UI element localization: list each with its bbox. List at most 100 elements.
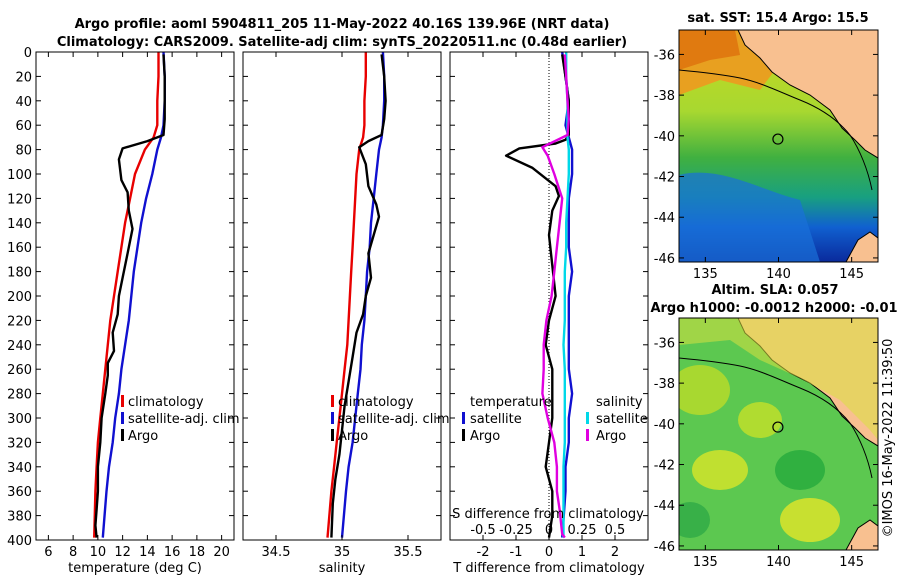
diff-legend-sal-argo-swatch: [586, 429, 589, 441]
sla-low-2: [679, 502, 710, 538]
sla-high-2: [738, 402, 782, 438]
sla-map-title-2: Argo h1000: -0.0012 h2000: -0.01: [650, 301, 897, 316]
diff-legend-sal-satellite-swatch: [586, 412, 589, 424]
diff-legend-salinity: salinity satellite Argo: [586, 395, 648, 444]
temp-xtick-label: 14: [139, 545, 156, 560]
temp-ytick-label: 180: [7, 266, 32, 281]
diff-legend-temp-argo-swatch: [462, 429, 465, 441]
sal-series-layer: [326, 51, 387, 538]
sst-xtick-label: 135: [693, 267, 718, 282]
sla-shelf: [679, 318, 878, 440]
sla-xtick-label: 145: [839, 555, 864, 570]
diff-ticks-layer: -2 -1 0 1 2 -0.5 -0.25 0 0.25 0.5: [450, 51, 648, 560]
temp-series-climatology: [93, 52, 160, 538]
temp-ytick-label: 0: [24, 46, 32, 61]
diff-legend-temperature: temperature satellite Argo: [462, 395, 552, 444]
sla-ytick-label: -46: [654, 540, 675, 555]
sal-legend-argo-swatch: [331, 429, 334, 441]
sla-ytick-label: -44: [654, 499, 675, 514]
temp-legend-satellite-label: satellite-adj. clim: [128, 412, 240, 427]
temp-xtick-label: 10: [90, 545, 107, 560]
temp-ytick-label: 280: [7, 388, 32, 403]
sst-map-image: [679, 30, 878, 262]
diff-series-s-argo: [541, 54, 570, 539]
sla-map-image: [679, 318, 878, 550]
sst-xtick-label: 140: [766, 267, 791, 282]
temp-ticks-layer: 6 8 10 12 14 16 18 2002040608010012014016018020…: [7, 46, 234, 560]
temp-legend: climatology satellite-adj. clim Argo: [121, 395, 240, 444]
temp-series-satellite-adj-clim: [101, 51, 166, 538]
diff-xlabel: T difference from climatology: [452, 561, 645, 576]
sal-legend-climatology-swatch: [331, 395, 334, 407]
temp-ytick-label: 380: [7, 510, 32, 525]
title-line-2: Climatology: CARS2009. Satellite-adj cli…: [57, 35, 627, 50]
sst-map: sat. SST: 15.4 Argo: 15.5 135 140 145 -36 -3…: [654, 11, 879, 282]
sla-xtick-label: 135: [693, 555, 718, 570]
sla-ytick-label: -42: [654, 459, 675, 474]
diff-legend-temp-title: temperature: [470, 395, 552, 410]
sla-high-4: [780, 498, 840, 542]
temp-ytick-label: 160: [7, 241, 32, 256]
sla-map-frame: [678, 317, 879, 551]
sla-ytick-label: -38: [654, 377, 675, 392]
sst-argo-marker: [772, 133, 784, 145]
temp-series-argo: [94, 54, 166, 538]
sst-land: [737, 30, 878, 159]
diff-xtick-label: 1: [578, 545, 586, 560]
diff-x2tick-label: 0: [545, 523, 553, 538]
diff-series-t-argo: [504, 54, 570, 538]
diff-xtick-label: -1: [510, 545, 523, 560]
difference-panel: -2 -1 0 1 2 -0.5 -0.25 0 0.25 0.5 T difference fr…: [449, 51, 649, 576]
title-line-1: Argo profile: aoml 5904811_205 11-May-20…: [75, 17, 610, 32]
sst-ytick-label: -44: [654, 211, 675, 226]
diff-x2tick-label: 0.25: [568, 523, 597, 538]
diff-xtick-label: 0: [545, 545, 553, 560]
temp-ytick-label: 20: [15, 70, 32, 85]
temp-ytick-label: 60: [15, 119, 32, 134]
sla-tasmania: [845, 519, 878, 550]
sla-high-3: [692, 450, 748, 490]
sst-map-title: sat. SST: 15.4 Argo: 15.5: [687, 11, 868, 26]
sal-legend-satellite-label: satellite-adj. clim: [338, 412, 450, 427]
sst-ytick-label: -42: [654, 171, 675, 186]
temp-ytick-label: 340: [7, 461, 32, 476]
temp-ytick-label: 400: [7, 534, 32, 549]
sla-xtick-label: 140: [766, 555, 791, 570]
temperature-panel: 6 8 10 12 14 16 18 2002040608010012014016018020…: [7, 46, 239, 576]
temp-xtick-label: 20: [213, 545, 230, 560]
sst-tasmania: [845, 231, 878, 262]
temp-legend-satellite-swatch: [121, 412, 124, 424]
temp-legend-argo-label: Argo: [128, 429, 158, 444]
sla-high-1: [679, 365, 730, 415]
sal-xlabel: salinity: [319, 561, 366, 576]
diff-legend-temp-satellite-label: satellite: [470, 412, 522, 427]
diff-legend-temp-satellite-swatch: [462, 412, 465, 424]
sal-legend-argo-label: Argo: [338, 429, 368, 444]
temp-ytick-label: 220: [7, 314, 32, 329]
sst-cool-patch: [679, 172, 820, 262]
diff-series-layer: [504, 51, 574, 539]
temp-ytick-label: 240: [7, 339, 32, 354]
sla-ytick-label: -40: [654, 418, 675, 433]
temp-ytick-label: 120: [7, 192, 32, 207]
imos-watermark: ©IMOS 16-May-2022 11:39:50: [881, 339, 896, 538]
sla-argo-marker: [772, 421, 784, 433]
temp-ytick-label: 40: [15, 95, 32, 110]
sst-ytick-label: -40: [654, 130, 675, 145]
temp-ytick-label: 100: [7, 168, 32, 183]
temp-ytick-label: 360: [7, 485, 32, 500]
temp-legend-climatology-label: climatology: [128, 395, 204, 410]
temp-xtick-label: 16: [164, 545, 181, 560]
sla-ticks-layer: 135 140 145 -36 -38 -40 -42 -44 -46: [654, 318, 878, 570]
diff-legend-sal-satellite-label: satellite: [596, 412, 648, 427]
sal-series-argo: [330, 54, 387, 538]
diff-legend-sal-argo-label: Argo: [596, 429, 626, 444]
sst-ticks-layer: 135 140 145 -36 -38 -40 -42 -44 -46: [654, 30, 878, 282]
temp-legend-climatology-swatch: [121, 395, 124, 407]
sal-series-satellite-adj-clim: [340, 51, 386, 538]
temp-series-layer: [93, 51, 166, 538]
diff-x2label: S difference from climatology: [452, 507, 644, 522]
temp-ytick-label: 200: [7, 290, 32, 305]
sla-low-1: [775, 450, 825, 490]
